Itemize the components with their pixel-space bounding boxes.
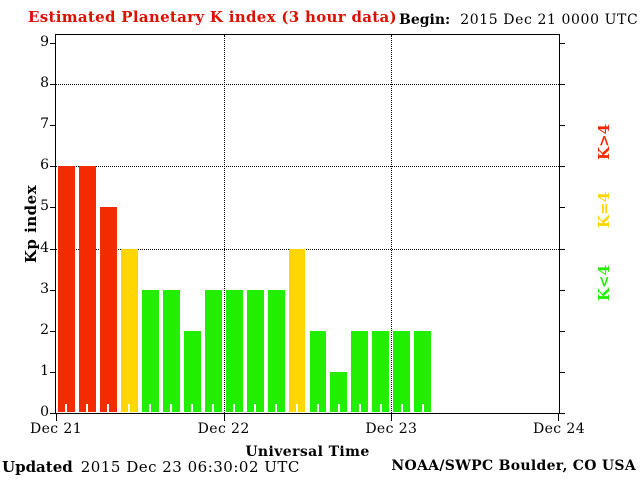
three-hour-tick bbox=[400, 404, 403, 412]
legend-item: K>4 bbox=[591, 107, 617, 177]
y-axis-tick bbox=[50, 125, 55, 127]
kp-bar bbox=[225, 289, 243, 412]
legend-label: K>4 bbox=[595, 123, 614, 161]
kp-bar bbox=[78, 166, 96, 412]
y-tick-label: 6 bbox=[40, 157, 49, 174]
day-major-tick bbox=[56, 414, 57, 421]
three-hour-tick bbox=[254, 404, 257, 412]
day-major-tick bbox=[558, 414, 559, 421]
three-hour-tick bbox=[233, 404, 236, 412]
day-major-tick bbox=[223, 414, 225, 421]
legend-label: K=4 bbox=[595, 191, 614, 229]
x-day-label: Dec 22 bbox=[197, 421, 250, 437]
y-axis-tick bbox=[560, 207, 565, 209]
y-tick-label: 1 bbox=[40, 362, 49, 379]
kp-bar bbox=[120, 248, 138, 412]
begin-label: Begin: bbox=[399, 12, 451, 28]
y-tick-label: 4 bbox=[40, 239, 49, 256]
three-hour-tick bbox=[316, 404, 319, 412]
day-major-tick bbox=[391, 414, 393, 421]
legend-item: K=4 bbox=[591, 175, 617, 245]
y-axis-tick bbox=[560, 125, 565, 127]
three-hour-tick bbox=[191, 404, 194, 412]
y-axis-tick bbox=[50, 166, 55, 168]
three-hour-tick bbox=[212, 404, 215, 412]
y-tick-label: 9 bbox=[40, 34, 49, 50]
kp-gridline bbox=[56, 84, 559, 86]
three-hour-tick bbox=[379, 404, 382, 412]
y-tick-label: 2 bbox=[40, 321, 49, 338]
y-axis-tick bbox=[50, 207, 55, 209]
three-hour-tick bbox=[296, 404, 299, 412]
y-tick-label: 0 bbox=[40, 404, 49, 420]
y-tick-label: 7 bbox=[40, 116, 49, 133]
legend-item: K<4 bbox=[591, 248, 617, 318]
three-hour-tick bbox=[337, 404, 340, 412]
y-tick-label: 8 bbox=[40, 75, 49, 92]
three-hour-tick bbox=[149, 404, 152, 412]
y-axis-tick bbox=[50, 43, 55, 44]
three-hour-tick bbox=[421, 404, 424, 412]
y-axis-tick bbox=[560, 289, 565, 291]
kp-bar bbox=[351, 330, 369, 412]
y-tick-label: 5 bbox=[40, 198, 49, 215]
kp-bar bbox=[58, 166, 75, 412]
y-axis-tick bbox=[50, 289, 55, 291]
kp-bar bbox=[330, 371, 348, 412]
y-axis-tick bbox=[50, 248, 55, 250]
kp-gridline bbox=[56, 248, 559, 250]
begin-value: 2015 Dec 21 0000 UTC bbox=[460, 12, 639, 28]
x-day-label: Dec 23 bbox=[365, 421, 418, 437]
y-tick-label: 3 bbox=[40, 280, 49, 297]
legend-label: K<4 bbox=[595, 264, 614, 302]
kp-bar bbox=[267, 289, 285, 412]
plot-area: Kp index Universal Time 0 1 2 3 4 5 6 7 8 9 Dec 21… bbox=[22, 34, 585, 460]
kp-bar bbox=[372, 330, 390, 412]
kp-gridline bbox=[56, 166, 559, 168]
day-boundary-line bbox=[223, 35, 225, 413]
day-boundary-line bbox=[391, 35, 393, 413]
credit-text: NOAA/SWPC Boulder, CO USA bbox=[391, 458, 636, 474]
updated-label: Updated bbox=[2, 458, 73, 476]
y-axis-tick bbox=[560, 371, 565, 373]
y-axis-tick bbox=[50, 330, 55, 332]
kp-bar bbox=[183, 330, 201, 412]
kp-bar bbox=[141, 289, 159, 412]
y-axis-tick bbox=[560, 248, 565, 250]
kp-bar bbox=[162, 289, 180, 412]
three-hour-tick bbox=[358, 404, 361, 412]
updated-info: Updated 2015 Dec 23 06:30:02 UTC bbox=[2, 458, 300, 476]
x-day-label: Dec 21 bbox=[29, 421, 82, 437]
kp-bar bbox=[414, 330, 432, 412]
y-axis-tick bbox=[50, 84, 55, 86]
updated-value: 2015 Dec 23 06:30:02 UTC bbox=[80, 458, 300, 476]
chart-title: Estimated Planetary K index (3 hour data… bbox=[28, 8, 397, 26]
three-hour-tick bbox=[107, 404, 110, 412]
three-hour-tick bbox=[86, 404, 89, 412]
three-hour-tick bbox=[65, 404, 68, 412]
x-day-label: Dec 24 bbox=[532, 421, 585, 437]
kp-bar bbox=[246, 289, 264, 412]
x-axis-title: Universal Time bbox=[245, 444, 370, 460]
y-axis-tick bbox=[560, 84, 565, 86]
y-axis-tick bbox=[560, 413, 565, 414]
three-hour-tick bbox=[170, 404, 173, 412]
y-axis-title: Kp index bbox=[16, 35, 46, 413]
three-hour-tick bbox=[128, 404, 131, 412]
kp-bar bbox=[204, 289, 222, 412]
y-axis-tick bbox=[560, 43, 565, 44]
kp-bar bbox=[393, 330, 411, 412]
y-axis-tick bbox=[560, 166, 565, 168]
y-axis-tick bbox=[560, 330, 565, 332]
y-axis-tick bbox=[50, 371, 55, 373]
three-hour-tick bbox=[275, 404, 278, 412]
begin-info: Begin: 2015 Dec 21 0000 UTC bbox=[399, 12, 638, 28]
kp-bar bbox=[309, 330, 327, 412]
kp-bar bbox=[99, 207, 117, 412]
kp-bar bbox=[288, 248, 306, 412]
y-axis-tick bbox=[50, 413, 55, 414]
